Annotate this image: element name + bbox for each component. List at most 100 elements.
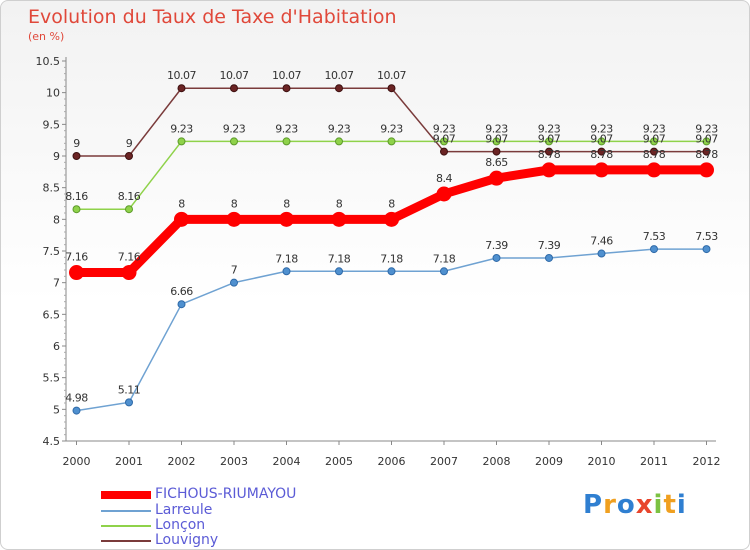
x-tick-label: 2002: [168, 455, 196, 468]
data-label-larreule: 4.98: [65, 392, 88, 405]
y-tick-label: 9: [53, 150, 60, 163]
data-label-louvigny: 10.07: [167, 69, 196, 82]
data-label-lon-on: 8.16: [118, 190, 141, 203]
y-tick-label: 4.5: [43, 435, 61, 448]
data-point-louvigny: [440, 147, 448, 156]
data-point-lon-on: [177, 137, 186, 146]
data-label-fichous-riumayou: 8.78: [538, 148, 561, 161]
x-tick-label: 2010: [588, 455, 616, 468]
data-point-louvigny: [282, 84, 291, 93]
data-point-louvigny: [702, 147, 711, 156]
x-tick-label: 2012: [693, 455, 721, 468]
legend-swatch-fichous-riumayou: [101, 491, 151, 499]
data-point-lon-on: [125, 205, 133, 214]
data-label-louvigny: 9: [73, 137, 80, 150]
data-label-lon-on: 9.23: [380, 122, 403, 135]
y-tick-label: 5: [53, 403, 60, 416]
data-point-fichous-riumayou: [489, 170, 504, 186]
data-point-fichous-riumayou: [646, 162, 662, 178]
data-label-lon-on: 9.23: [170, 122, 193, 135]
data-point-lon-on: [650, 137, 658, 146]
data-label-louvigny: 9.07: [643, 133, 666, 146]
data-label-lon-on: 9.23: [538, 122, 561, 135]
x-tick-label: 2004: [273, 455, 301, 468]
data-label-larreule: 7: [231, 264, 238, 277]
x-tick-label: 2007: [430, 455, 458, 468]
data-label-louvigny: 10.07: [272, 69, 301, 82]
legend-swatch-larreule: [101, 510, 151, 512]
y-tick-label: 10: [46, 87, 60, 100]
data-point-fichous-riumayou: [279, 211, 294, 227]
data-point-larreule: [72, 406, 81, 415]
y-tick-label: 9.5: [43, 118, 61, 131]
data-point-fichous-riumayou: [331, 211, 347, 227]
data-point-fichous-riumayou: [174, 211, 189, 227]
data-label-lon-on: 9.23: [485, 122, 508, 135]
data-point-larreule: [282, 267, 291, 276]
data-point-louvigny: [335, 84, 343, 93]
data-label-lon-on: 9.23: [433, 122, 456, 135]
data-label-louvigny: 9.07: [538, 133, 561, 146]
data-point-larreule: [177, 300, 186, 309]
data-label-fichous-riumayou: 8.78: [590, 148, 613, 161]
data-label-louvigny: 9.07: [695, 133, 718, 146]
data-point-larreule: [125, 398, 133, 407]
data-point-fichous-riumayou: [226, 211, 242, 227]
y-tick-label: 7: [53, 277, 60, 290]
data-label-fichous-riumayou: 8: [336, 197, 343, 210]
data-label-larreule: 7.53: [643, 230, 666, 243]
proxiti-logo: Proxiti: [583, 490, 687, 520]
data-label-larreule: 7.39: [485, 239, 508, 252]
chart-title: Evolution du Taux de Taxe d'Habitation: [28, 6, 397, 28]
data-label-lon-on: 9.23: [590, 122, 613, 135]
x-tick-label: 2005: [325, 455, 353, 468]
data-label-louvigny: 9.07: [590, 133, 613, 146]
data-point-louvigny: [72, 152, 81, 160]
data-point-fichous-riumayou: [384, 211, 399, 227]
x-tick-label: 2003: [220, 455, 248, 468]
y-tick-label: 8.5: [43, 182, 61, 195]
data-point-lon-on: [702, 137, 711, 146]
data-label-louvigny: 9.07: [433, 133, 456, 146]
data-point-larreule: [335, 267, 343, 276]
data-label-fichous-riumayou: 8: [388, 197, 395, 210]
data-point-lon-on: [335, 137, 343, 146]
data-label-larreule: 7.18: [328, 252, 351, 265]
data-point-lon-on: [545, 137, 553, 146]
data-point-lon-on: [492, 137, 501, 146]
data-point-larreule: [440, 267, 448, 276]
data-label-lon-on: 9.23: [695, 122, 718, 135]
data-point-louvigny: [597, 147, 606, 156]
data-point-fichous-riumayou: [436, 186, 452, 202]
legend-label-fichous-riumayou: FICHOUS-RIUMAYOU: [155, 486, 297, 502]
data-label-fichous-riumayou: 7.16: [65, 251, 88, 264]
data-point-larreule: [650, 245, 658, 254]
data-label-lon-on: 9.23: [643, 122, 666, 135]
y-tick-label: 10.5: [36, 55, 61, 68]
data-point-louvigny: [177, 84, 186, 93]
data-point-fichous-riumayou: [699, 162, 714, 178]
x-tick-label: 2011: [640, 455, 668, 468]
data-label-lon-on: 8.16: [65, 190, 88, 203]
data-point-louvigny: [387, 84, 396, 93]
legend-label-larreule: Larreule: [155, 502, 213, 518]
data-label-lon-on: 9.23: [223, 122, 246, 135]
data-label-lon-on: 9.23: [275, 122, 298, 135]
data-point-larreule: [702, 245, 711, 254]
data-label-larreule: 6.66: [170, 285, 193, 298]
data-point-fichous-riumayou: [594, 162, 609, 178]
y-tick-label: 6: [53, 340, 60, 353]
y-tick-label: 7.5: [43, 245, 61, 258]
data-point-louvigny: [230, 84, 238, 93]
data-label-fichous-riumayou: 8.65: [485, 156, 508, 169]
data-label-larreule: 7.18: [275, 252, 298, 265]
legend-label-loncon: Lonçon: [155, 517, 206, 533]
data-label-louvigny: 9: [126, 137, 133, 150]
data-label-louvigny: 9.07: [485, 133, 508, 146]
data-label-louvigny: 10.07: [325, 69, 354, 82]
x-tick-label: 2006: [378, 455, 406, 468]
x-tick-label: 2001: [115, 455, 143, 468]
data-point-lon-on: [387, 137, 396, 146]
y-tick-label: 8: [53, 213, 60, 226]
